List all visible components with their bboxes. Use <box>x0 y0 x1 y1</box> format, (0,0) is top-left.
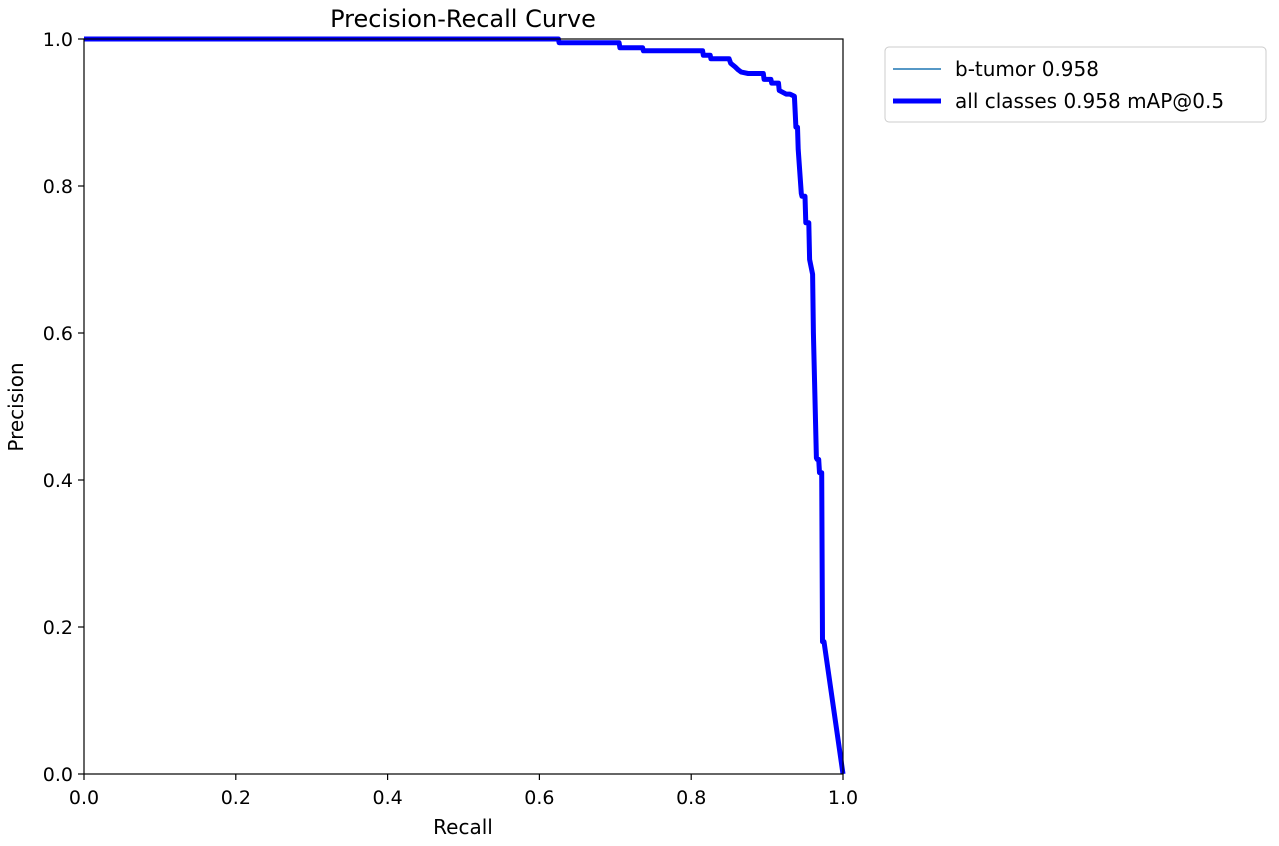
x-tick-label: 0.2 <box>221 787 251 809</box>
y-tick-label: 0.8 <box>43 176 73 198</box>
series-line-1 <box>84 36 846 775</box>
legend-box <box>884 46 1267 123</box>
legend-label-1: all classes 0.958 mAP@0.5 <box>955 89 1224 113</box>
y-tick-label: 1.0 <box>43 29 73 51</box>
x-tick-label: 0.6 <box>524 787 554 809</box>
x-tick-label: 0.4 <box>372 787 402 809</box>
y-tick-label: 0.0 <box>43 764 73 786</box>
y-tick-label: 0.6 <box>43 323 73 345</box>
y-tick-label: 0.2 <box>43 617 73 639</box>
chart-title: Precision-Recall Curve <box>330 5 596 33</box>
y-axis-ticks: 0.0 0.2 0.4 0.6 0.8 1.0 <box>43 29 84 786</box>
y-axis-label: Precision <box>4 362 28 451</box>
x-tick-label: 0.0 <box>69 787 99 809</box>
x-axis-ticks: 0.0 0.2 0.4 0.6 0.8 1.0 <box>69 774 858 809</box>
x-axis-label: Recall <box>433 815 493 839</box>
legend: b-tumor 0.958 all classes 0.958 mAP@0.5 <box>884 46 1267 123</box>
y-tick-label: 0.4 <box>43 470 73 492</box>
legend-label-0: b-tumor 0.958 <box>955 57 1099 81</box>
x-tick-label: 0.8 <box>676 787 706 809</box>
x-tick-label: 1.0 <box>828 787 858 809</box>
plot-frame <box>83 38 844 775</box>
plot-area <box>84 36 846 775</box>
